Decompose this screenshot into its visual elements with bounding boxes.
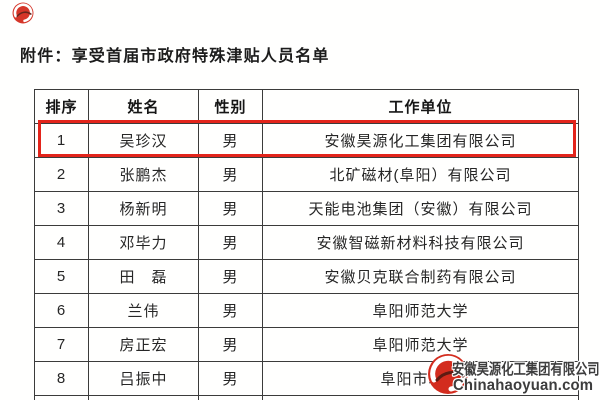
table-header-row: 排序 姓名 性别 工作单位 <box>34 89 579 124</box>
table-row: 4 邓毕力 男 安徽智磁新材料科技有限公司 <box>34 225 579 260</box>
haoyuan-corner-logo-icon <box>12 2 34 24</box>
table-row: 2 张鹏杰 男 北矿磁材(阜阳）有限公司 <box>34 157 579 192</box>
cell-gender: 男 <box>198 259 263 294</box>
cell-name: 兰伟 <box>88 293 199 328</box>
watermark-website: Chinahaoyuan.com <box>453 377 594 394</box>
cell-rank: 7 <box>34 327 89 362</box>
cell-name: 邓毕力 <box>88 225 199 260</box>
cell-rank: 6 <box>34 293 89 328</box>
cell-unit: 安徽昊源化工集团有限公司 <box>262 123 579 158</box>
cell-gender: 男 <box>198 327 263 362</box>
cell-unit: 北矿磁材(阜阳）有限公司 <box>262 157 579 192</box>
cell-gender: 男 <box>198 157 263 192</box>
cell-name: 田 磊 <box>88 259 199 294</box>
column-header-unit: 工作单位 <box>262 89 579 124</box>
cell-name: 房正宏 <box>88 327 199 362</box>
table-row: 5 田 磊 男 安徽贝克联合制药有限公司 <box>34 259 579 294</box>
cell-unit: 安徽贝克联合制药有限公司 <box>262 259 579 294</box>
cell-unit: 安徽智磁新材料科技有限公司 <box>262 225 579 260</box>
table-row: 8 吕振中 男 阜阳市城郊 <box>34 361 579 396</box>
cell-unit: 阜阳师范大学 <box>262 327 579 362</box>
allowance-roster-table: 排序 姓名 性别 工作单位 1 吴珍汉 男 安徽昊源化工集团有限公司 2 张鹏杰… <box>34 89 579 400</box>
cell-gender: 男 <box>198 225 263 260</box>
watermark-company-name: 安徽昊源化工集团有限公司 <box>452 361 600 378</box>
page-title: 附件：享受首届市政府特殊津贴人员名单 <box>20 48 330 65</box>
table-row: 1 吴珍汉 男 安徽昊源化工集团有限公司 <box>34 123 579 158</box>
cell-name: 杨新明 <box>88 191 199 226</box>
column-header-gender: 性别 <box>198 89 263 124</box>
cell-name: 吴珍汉 <box>88 123 199 158</box>
table-row-clipped <box>34 395 579 400</box>
cell-rank: 3 <box>34 191 89 226</box>
column-header-rank: 排序 <box>34 89 89 124</box>
table-row: 7 房正宏 男 阜阳师范大学 <box>34 327 579 362</box>
row1-highlight-border <box>38 120 576 157</box>
cell-gender: 男 <box>198 191 263 226</box>
cell-rank: 4 <box>34 225 89 260</box>
cell-rank: 8 <box>34 361 89 396</box>
cell-gender: 男 <box>198 293 263 328</box>
cell-unit: 天能电池集团（安徽）有限公司 <box>262 191 579 226</box>
cell-gender: 男 <box>198 123 263 158</box>
cell-gender: 男 <box>198 361 263 396</box>
column-header-name: 姓名 <box>88 89 199 124</box>
cell-name: 吕振中 <box>88 361 199 396</box>
table-row: 3 杨新明 男 天能电池集团（安徽）有限公司 <box>34 191 579 226</box>
table-row: 6 兰伟 男 阜阳师范大学 <box>34 293 579 328</box>
cell-name: 张鹏杰 <box>88 157 199 192</box>
haoyuan-logo-icon <box>428 354 468 394</box>
cell-unit: 阜阳师范大学 <box>262 293 579 328</box>
cell-rank: 2 <box>34 157 89 192</box>
cell-rank: 5 <box>34 259 89 294</box>
